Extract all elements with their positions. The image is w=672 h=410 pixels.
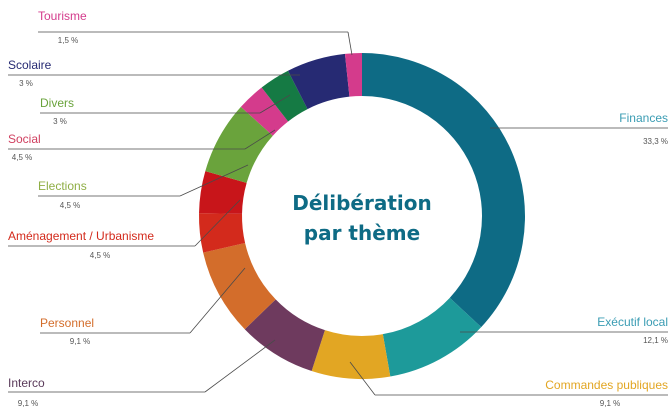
label-commandes-publiques: Commandes publiques [545, 378, 668, 392]
percent-interco: 9,1 % [18, 399, 38, 408]
percent-divers: 3 % [53, 117, 67, 126]
label-amenagement-urbanisme: Aménagement / Urbanisme [8, 229, 154, 243]
slice-tourisme-accent [344, 53, 362, 97]
percent-scolaire: 3 % [19, 79, 33, 88]
leader-connector-personnel [189, 267, 246, 334]
leader-connector-elections [179, 164, 249, 197]
label-personnel: Personnel [40, 316, 94, 330]
label-divers: Divers [40, 96, 74, 110]
slice-commandes-publiques [311, 330, 391, 379]
leader-connector-social [244, 129, 276, 150]
percent-commandes-publiques: 9,1 % [600, 399, 620, 408]
label-executif-local: Exécutif local [597, 315, 668, 329]
percent-tourisme: 1,5 % [58, 36, 78, 45]
leader-connector-tourisme [347, 31, 353, 56]
percent-amenagement-urbanisme: 4,5 % [90, 251, 110, 260]
chart-title-line-1: Délibération [292, 191, 432, 215]
percent-social: 4,5 % [12, 153, 32, 162]
slice-scolaire [261, 70, 308, 122]
leader-connector-interco [204, 339, 276, 393]
slice-tourisme [287, 53, 350, 110]
slice-executif-local [382, 297, 482, 377]
slice-personnel [203, 242, 276, 330]
chart-title-line-2: par thème [304, 221, 420, 245]
percent-executif-local: 12,1 % [643, 336, 668, 345]
slice-divers [240, 87, 289, 136]
slice-labels: Finances 33,3 % Exécutif local 12,1 % Comman… [8, 9, 668, 408]
leader-connector-divers [259, 94, 291, 114]
slice-social [205, 106, 273, 183]
percent-elections: 4,5 % [60, 201, 80, 210]
leader-lines [8, 31, 668, 396]
leader-connector-commandes-publiques [349, 361, 376, 396]
label-tourisme: Tourisme [38, 9, 87, 23]
donut-slices [199, 53, 526, 379]
label-elections: Elections [38, 179, 87, 193]
slice-interco [244, 299, 325, 372]
label-scolaire: Scolaire [8, 58, 52, 72]
label-interco: Interco [8, 376, 45, 390]
label-finances: Finances [619, 111, 668, 125]
percent-personnel: 9,1 % [70, 337, 90, 346]
slice-amenagement-urbanisme [199, 213, 246, 253]
percent-finances: 33,3 % [643, 137, 668, 146]
leader-connector-amenagement-urbanisme [194, 199, 241, 247]
label-social: Social [8, 132, 41, 146]
slice-finances [362, 53, 526, 328]
